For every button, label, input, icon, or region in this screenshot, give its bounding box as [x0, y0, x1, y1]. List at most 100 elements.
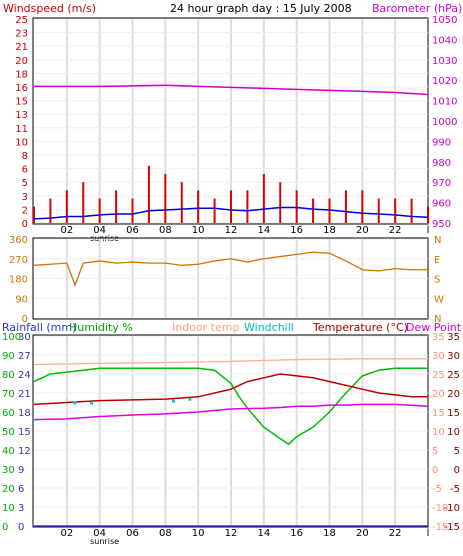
indoor-tick-label: 5 — [432, 446, 438, 457]
temperature-tick-label: 0 — [454, 465, 460, 476]
chart-title: 24 hour graph day : 15 July 2008 — [170, 2, 352, 15]
indoor-tick-label: 35 — [432, 332, 445, 343]
wind-tick-label: 11 — [15, 124, 28, 135]
indoor-tick-label: -5 — [432, 484, 442, 495]
hour-tick-label: 16 — [290, 225, 303, 236]
sunrise-label: sunrise — [90, 537, 119, 546]
wind-tick-label: 23 — [15, 29, 28, 40]
rain-tick-label: 9 — [18, 465, 24, 476]
baro-tick-label: 1010 — [432, 97, 457, 108]
indoor-tick-label: 15 — [432, 408, 445, 419]
wind-tick-label: 2 — [22, 205, 28, 216]
hour-tick-label: 16 — [290, 528, 303, 539]
hour-tick-label: l — [427, 528, 430, 539]
wind-tick-label: 10 — [15, 137, 28, 148]
indoor-tick-label: 20 — [432, 389, 445, 400]
indoor-tick-label: 0 — [432, 465, 438, 476]
hour-tick-label: 02 — [60, 528, 73, 539]
wind-tick-label: 13 — [15, 110, 28, 121]
hour-tick-label: 12 — [225, 225, 238, 236]
temperature-tick-label: 25 — [447, 370, 460, 381]
rain-tick-label: 30 — [18, 332, 31, 343]
rain-tick-label: 6 — [18, 484, 24, 495]
rain-tick-label: 15 — [18, 427, 31, 438]
temperature-line — [33, 373, 428, 406]
hour-tick-label: 04 — [93, 528, 106, 539]
wind-tick-label: 16 — [15, 83, 28, 94]
humidity-legend: Humidity % — [69, 321, 133, 334]
temperature-tick-label: 10 — [447, 427, 460, 438]
direction-tick-label: 270 — [9, 255, 28, 266]
hour-tick-label: 12 — [225, 528, 238, 539]
hour-tick-label: 10 — [192, 528, 205, 539]
baro-tick-label: 1050 — [432, 15, 457, 26]
windchill-point — [89, 401, 93, 405]
humidity-line — [33, 367, 428, 446]
hour-tick-label: 18 — [323, 225, 336, 236]
wind-tick-label: 25 — [15, 15, 28, 26]
indoor-tick-label: 25 — [432, 370, 445, 381]
hour-tick-label: 22 — [389, 528, 402, 539]
indoor-temp-line — [33, 358, 428, 366]
temperature-tick-label: 35 — [447, 332, 460, 343]
wind-tick-label: 5 — [22, 178, 28, 189]
wind-tick-label: 6 — [22, 165, 28, 176]
hour-tick-label: 20 — [356, 528, 369, 539]
rain-tick-label: 18 — [18, 408, 31, 419]
baro-tick-label: 950 — [432, 219, 451, 230]
windspeed-line — [33, 206, 429, 220]
temperature-legend: Temperature (°C) — [312, 321, 408, 334]
dewpoint-line — [33, 403, 429, 421]
direction-tick-label: 180 — [9, 275, 28, 286]
humidity-tick-label: 0 — [2, 522, 8, 533]
baro-tick-label: 1030 — [432, 56, 457, 67]
baro-tick-label: 970 — [432, 178, 451, 189]
hour-tick-label: 18 — [323, 528, 336, 539]
humidity-tick-label: 60 — [2, 408, 15, 419]
temperature-tick-label: 30 — [447, 351, 460, 362]
baro-tick-label: 1040 — [432, 35, 457, 46]
hour-tick-label: 08 — [159, 225, 172, 236]
panel-wind-frame — [32, 17, 429, 225]
indoor-tick-label: -10 — [432, 503, 448, 514]
windspeed-axis-title: Windspeed (m/s) — [3, 2, 96, 15]
humidity-tick-label: 70 — [2, 389, 15, 400]
humidity-tick-label: 100 — [2, 332, 21, 343]
wind-tick-label: 21 — [15, 42, 28, 53]
humidity-tick-label: 80 — [2, 370, 15, 381]
baro-tick-label: 960 — [432, 199, 451, 210]
hour-tick-label: 06 — [126, 528, 139, 539]
humidity-tick-label: 20 — [2, 484, 15, 495]
hour-tick-label: 10 — [192, 225, 205, 236]
compass-tick-label: W — [434, 294, 444, 305]
barometer-line — [34, 84, 429, 96]
humidity-tick-label: 40 — [2, 446, 15, 457]
rain-tick-label: 12 — [18, 446, 31, 457]
temperature-tick-label: 15 — [447, 408, 460, 419]
wind-tick-label: 15 — [15, 97, 28, 108]
direction-tick-label: 360 — [9, 235, 28, 246]
compass-tick-label: N — [434, 235, 441, 246]
indoor-tick-label: 30 — [432, 351, 445, 362]
wind-tick-label: 8 — [22, 151, 28, 162]
hour-tick-label: 02 — [60, 225, 73, 236]
hour-tick-label: 20 — [356, 225, 369, 236]
wind-tick-label: 20 — [15, 56, 28, 67]
temperature-tick-label: 5 — [454, 446, 460, 457]
indoor-tick-label: -15 — [432, 522, 448, 533]
hour-tick-label: 04 — [93, 225, 106, 236]
rain-tick-label: 27 — [18, 351, 31, 362]
windchill-point — [188, 397, 192, 401]
wind-tick-label: 3 — [22, 192, 28, 203]
direction-tick-label: 90 — [15, 294, 28, 305]
compass-tick-label: E — [434, 255, 440, 266]
humidity-tick-label: 50 — [2, 427, 15, 438]
compass-tick-label: S — [434, 275, 440, 286]
hour-tick-label: 08 — [159, 528, 172, 539]
hour-tick-label: l — [427, 225, 430, 236]
wind-tick-label: 0 — [22, 219, 28, 230]
baro-tick-label: 1000 — [432, 117, 457, 128]
dewpoint-legend: Dew Point — [406, 321, 462, 334]
temperature-tick-label: -10 — [444, 503, 460, 514]
